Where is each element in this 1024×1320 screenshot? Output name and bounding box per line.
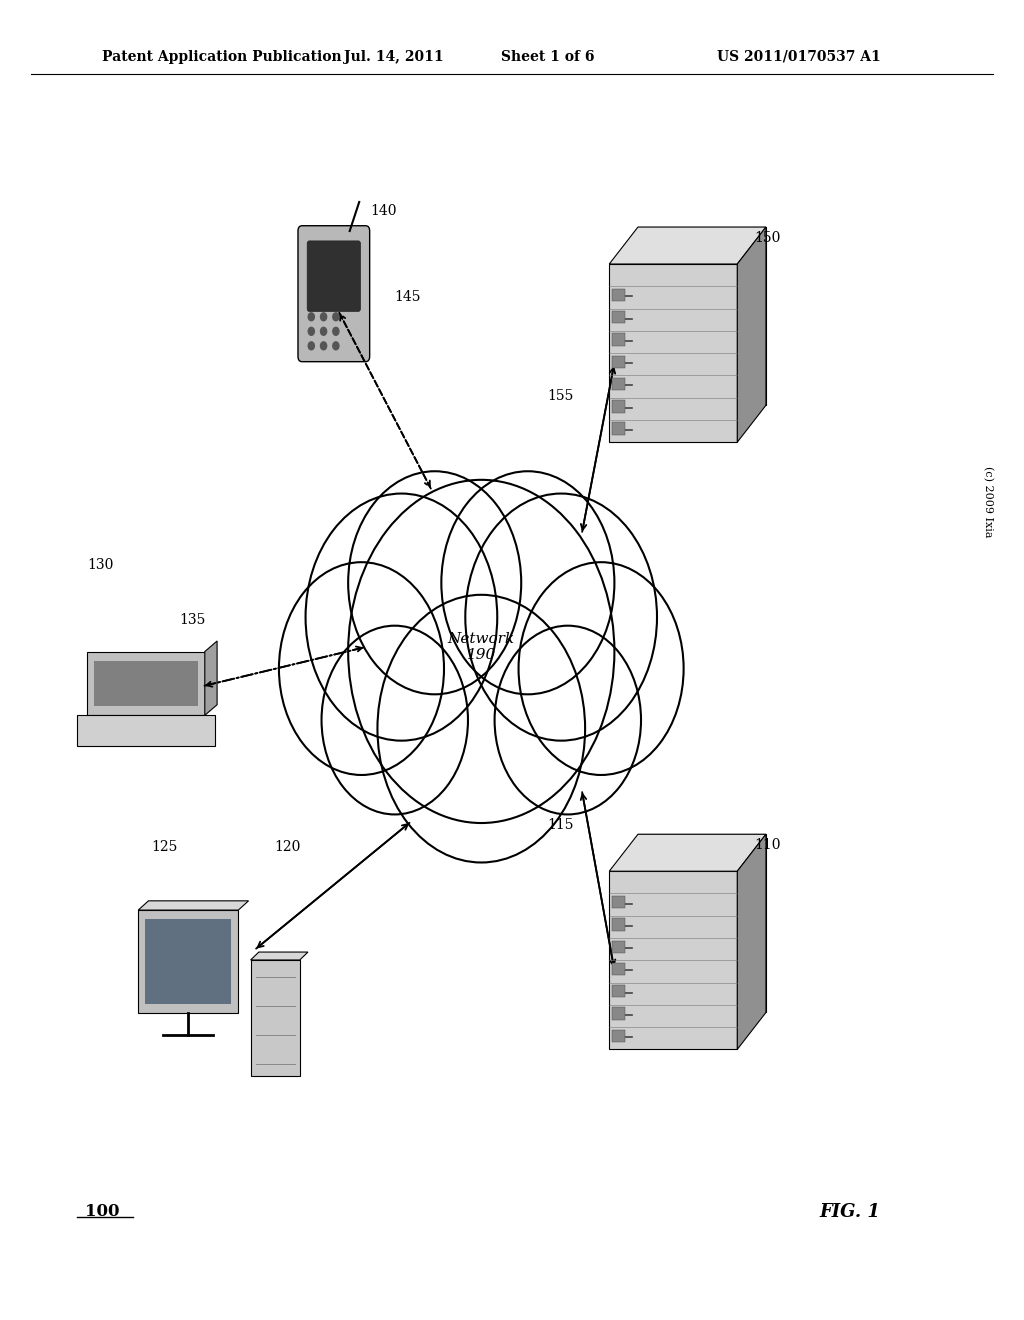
Bar [612, 312, 625, 323]
Circle shape [333, 342, 339, 350]
Circle shape [305, 494, 498, 741]
Text: 130: 130 [87, 558, 114, 572]
FancyBboxPatch shape [298, 226, 370, 362]
Circle shape [348, 471, 521, 694]
Bar [612, 355, 625, 368]
Text: 110: 110 [755, 838, 781, 851]
Text: 140: 140 [371, 205, 397, 218]
Bar [612, 919, 625, 931]
Circle shape [333, 313, 339, 321]
Polygon shape [145, 919, 231, 1005]
Text: 155: 155 [547, 389, 573, 403]
Bar [612, 985, 625, 998]
Text: 150: 150 [755, 231, 781, 244]
Polygon shape [638, 227, 766, 405]
Circle shape [308, 342, 314, 350]
Bar [612, 289, 625, 301]
Polygon shape [609, 834, 766, 871]
FancyBboxPatch shape [307, 242, 360, 312]
Polygon shape [87, 652, 205, 715]
Circle shape [348, 480, 614, 824]
Bar [612, 1007, 625, 1020]
Circle shape [518, 562, 684, 775]
Circle shape [495, 626, 641, 814]
Bar [612, 400, 625, 412]
Text: Sheet 1 of 6: Sheet 1 of 6 [501, 50, 595, 63]
Circle shape [333, 327, 339, 335]
Polygon shape [77, 715, 215, 746]
Text: Network
190: Network 190 [447, 632, 515, 661]
Polygon shape [138, 900, 249, 909]
Polygon shape [94, 661, 198, 706]
Circle shape [321, 313, 327, 321]
Polygon shape [205, 642, 217, 715]
Circle shape [279, 562, 444, 775]
Circle shape [465, 494, 657, 741]
Circle shape [308, 327, 314, 335]
Bar [612, 1030, 625, 1041]
Text: 115: 115 [547, 818, 573, 832]
Text: 135: 135 [179, 614, 206, 627]
Circle shape [308, 313, 314, 321]
Text: FIG. 1: FIG. 1 [819, 1203, 881, 1221]
Circle shape [321, 342, 327, 350]
Circle shape [378, 595, 585, 862]
Polygon shape [737, 227, 766, 442]
Text: 100: 100 [85, 1204, 120, 1220]
Polygon shape [609, 227, 766, 264]
Text: (c) 2009 Ixia: (c) 2009 Ixia [983, 466, 993, 537]
Circle shape [321, 327, 327, 335]
Text: US 2011/0170537 A1: US 2011/0170537 A1 [717, 50, 881, 63]
Text: 120: 120 [274, 841, 301, 854]
Polygon shape [609, 871, 737, 1049]
Polygon shape [737, 834, 766, 1049]
Bar [612, 896, 625, 908]
Polygon shape [609, 264, 737, 442]
Polygon shape [638, 834, 766, 1012]
Bar [612, 940, 625, 953]
Bar [612, 333, 625, 346]
Bar [612, 422, 625, 434]
Bar [612, 378, 625, 391]
Polygon shape [138, 909, 239, 1014]
Text: Jul. 14, 2011: Jul. 14, 2011 [344, 50, 444, 63]
Text: 145: 145 [394, 290, 421, 304]
Circle shape [322, 626, 468, 814]
Polygon shape [251, 952, 308, 960]
Circle shape [441, 471, 614, 694]
Bar [612, 962, 625, 975]
Text: Patent Application Publication: Patent Application Publication [102, 50, 342, 63]
Polygon shape [251, 960, 300, 1076]
Text: 125: 125 [152, 841, 178, 854]
